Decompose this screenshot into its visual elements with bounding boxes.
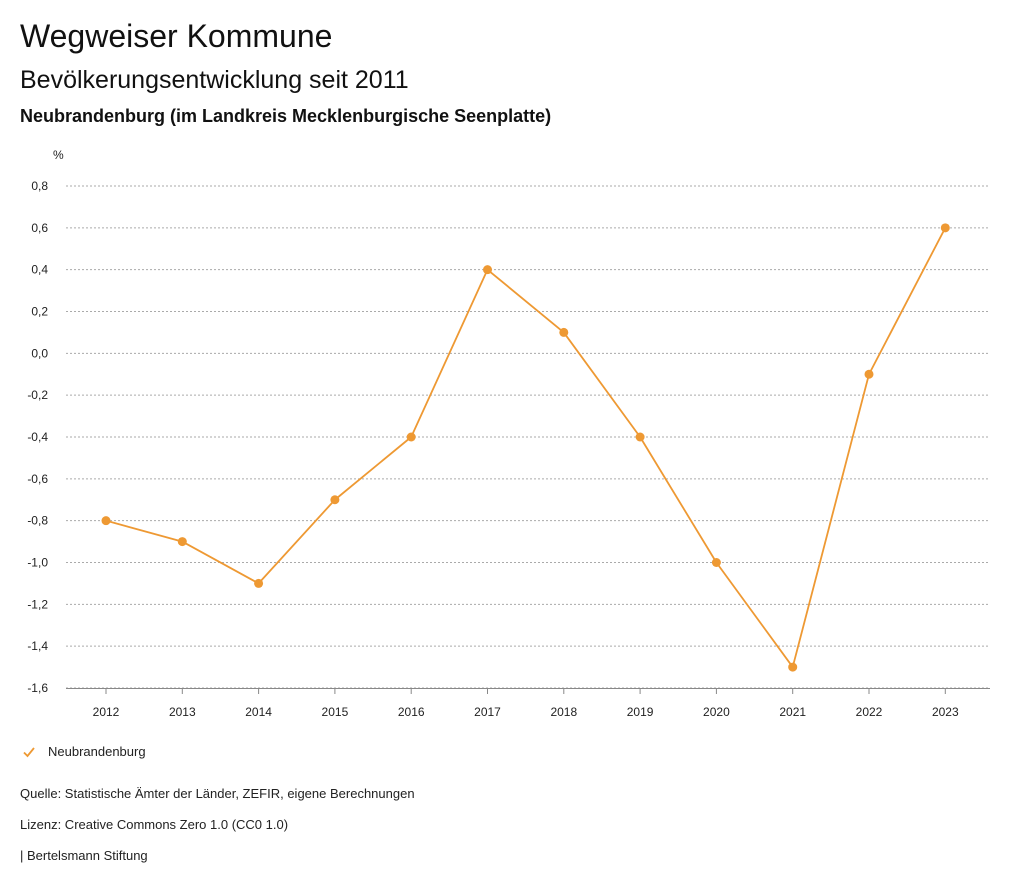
data-point-2017[interactable] xyxy=(483,265,492,275)
series-neubrandenburg xyxy=(101,223,950,672)
data-point-2019[interactable] xyxy=(635,432,645,442)
x-tick-label: 2019 xyxy=(627,705,654,719)
x-tick-label: 2021 xyxy=(779,705,806,719)
y-tick-label: -0,6 xyxy=(27,472,48,486)
y-tick-label: -0,2 xyxy=(27,388,48,402)
x-tick-label: 2020 xyxy=(703,705,730,719)
data-point-2018[interactable] xyxy=(559,327,569,337)
y-tick-label: 0,0 xyxy=(31,346,48,360)
y-tick-label: -1,0 xyxy=(27,556,48,570)
x-tick-label: 2013 xyxy=(169,705,196,719)
y-tick-label: -0,4 xyxy=(27,430,48,444)
x-tick-label: 2022 xyxy=(856,705,883,719)
data-point-2013[interactable] xyxy=(177,537,187,547)
y-axis-ticks: 0,8 0,6 0,4 0,2 0,0 -0,2 -0,4 -0,6 -0,8 -1,0 -1,2 -… xyxy=(27,179,48,695)
x-tick-label: 2012 xyxy=(93,705,120,719)
data-point-2023[interactable] xyxy=(940,223,950,233)
x-tick-label: 2015 xyxy=(322,705,349,719)
y-tick-label: -1,6 xyxy=(27,681,48,695)
y-tick-label: -1,2 xyxy=(27,597,48,611)
series-line xyxy=(105,227,947,668)
license-note: Lizenz: Creative Commons Zero 1.0 (CC0 1… xyxy=(20,817,289,832)
x-tick-label: 2023 xyxy=(932,705,959,719)
y-tick-label: 0,4 xyxy=(31,263,48,277)
legend-label-neubrandenburg: Neubrandenburg xyxy=(48,744,146,759)
page-title: Wegweiser Kommune xyxy=(20,18,333,54)
x-tick-label: 2017 xyxy=(474,705,501,719)
data-point-2020[interactable] xyxy=(711,558,721,567)
x-tick-label: 2016 xyxy=(398,705,425,719)
legend-check-icon xyxy=(23,746,35,757)
x-tick-label: 2014 xyxy=(245,705,272,719)
line-chart: % 0,8 0,6 0,4 0,2 0,0 -0,2 -0,4 -0,6 -0,8 -1,0 -1,… xyxy=(27,148,990,719)
data-point-2012[interactable] xyxy=(101,516,111,526)
data-point-2016[interactable] xyxy=(406,432,416,442)
y-axis-unit-label: % xyxy=(53,148,64,162)
x-axis: 2012 2013 2014 2015 2016 2017 2018 2019 2020 2021… xyxy=(66,688,990,719)
x-tick-label: 2018 xyxy=(550,705,577,719)
page-subtitle: Bevölkerungsentwicklung seit 2011 xyxy=(20,66,409,94)
legend[interactable]: Neubrandenburg xyxy=(22,744,146,759)
y-tick-label: 0,2 xyxy=(31,305,48,319)
data-point-2015[interactable] xyxy=(330,495,340,505)
data-point-2021[interactable] xyxy=(788,662,798,672)
y-tick-label: -0,8 xyxy=(27,514,48,528)
grid-lines xyxy=(66,185,990,689)
y-tick-label: 0,8 xyxy=(31,179,48,193)
data-point-2022[interactable] xyxy=(864,369,874,379)
source-note: Quelle: Statistische Ämter der Länder, Z… xyxy=(20,786,415,801)
y-tick-label: -1,4 xyxy=(27,639,48,653)
y-tick-label: 0,6 xyxy=(31,221,48,235)
chart-title: Neubrandenburg (im Landkreis Mecklenburg… xyxy=(20,106,552,126)
publisher-note: | Bertelsmann Stiftung xyxy=(20,848,148,863)
data-point-2014[interactable] xyxy=(254,578,264,588)
